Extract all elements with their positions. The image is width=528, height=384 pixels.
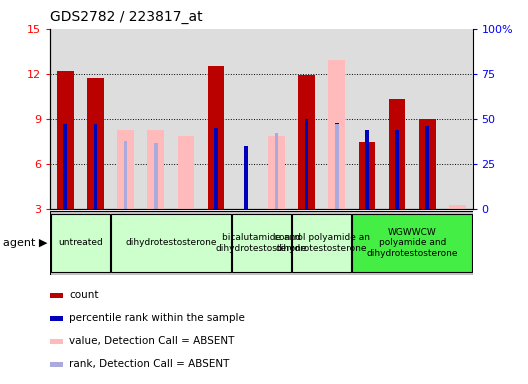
- Text: rank, Detection Call = ABSENT: rank, Detection Call = ABSENT: [69, 359, 230, 369]
- Bar: [268, 136, 285, 209]
- Bar: [51, 214, 110, 272]
- Bar: [57, 71, 73, 209]
- Bar: [147, 129, 164, 209]
- Bar: [389, 99, 406, 209]
- Bar: [214, 128, 218, 209]
- Bar: [177, 136, 194, 209]
- Bar: [50, 293, 63, 298]
- Bar: [63, 124, 67, 209]
- Bar: [335, 122, 338, 209]
- Bar: [111, 214, 231, 272]
- Text: GDS2782 / 223817_at: GDS2782 / 223817_at: [50, 10, 203, 23]
- Bar: [124, 141, 127, 209]
- Text: bicalutamide and
dihydrotestosterone: bicalutamide and dihydrotestosterone: [215, 233, 307, 253]
- Bar: [298, 75, 315, 209]
- Text: value, Detection Call = ABSENT: value, Detection Call = ABSENT: [69, 336, 234, 346]
- Bar: [154, 142, 157, 209]
- Bar: [208, 66, 224, 209]
- Bar: [305, 119, 308, 209]
- Bar: [395, 130, 399, 209]
- Bar: [449, 205, 466, 209]
- Bar: [328, 60, 345, 209]
- Text: control polyamide an
dihydrotestosterone: control polyamide an dihydrotestosterone: [274, 233, 370, 253]
- Bar: [335, 124, 338, 209]
- Bar: [426, 126, 429, 209]
- Text: agent ▶: agent ▶: [3, 238, 47, 248]
- Bar: [275, 134, 278, 209]
- Text: untreated: untreated: [58, 238, 103, 247]
- Bar: [232, 214, 291, 272]
- Bar: [50, 316, 63, 321]
- Bar: [419, 119, 436, 209]
- Text: count: count: [69, 290, 99, 300]
- Text: dihydrotestosterone: dihydrotestosterone: [125, 238, 216, 247]
- Bar: [365, 130, 369, 209]
- Bar: [50, 339, 63, 344]
- Bar: [292, 214, 351, 272]
- Bar: [93, 124, 97, 209]
- Bar: [87, 78, 103, 209]
- Bar: [244, 146, 248, 209]
- Bar: [353, 214, 472, 272]
- Bar: [359, 142, 375, 209]
- Text: percentile rank within the sample: percentile rank within the sample: [69, 313, 245, 323]
- Bar: [117, 129, 134, 209]
- Text: WGWWCW
polyamide and
dihydrotestosterone: WGWWCW polyamide and dihydrotestosterone: [366, 228, 458, 258]
- Bar: [50, 362, 63, 367]
